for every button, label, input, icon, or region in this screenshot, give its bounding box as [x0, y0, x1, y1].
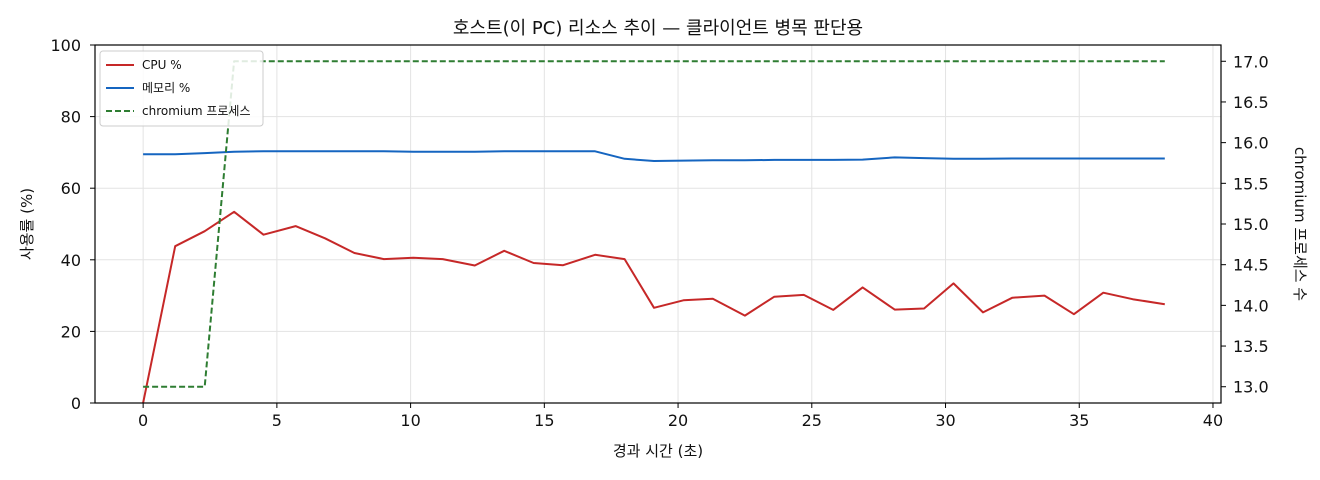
- x-tick-label: 0: [138, 411, 148, 430]
- series-line-chromium: [143, 60, 1165, 388]
- y-tick-label: 0: [71, 394, 81, 413]
- y-right-tick-label: 13.0: [1233, 378, 1269, 397]
- y-tick-label: 60: [61, 179, 81, 198]
- legend-label-memory: 메모리 %: [142, 81, 190, 95]
- series-layer: [142, 60, 1165, 404]
- x-axis-label: 경과 시간 (초): [613, 442, 703, 460]
- y-tick-label: 80: [61, 108, 81, 127]
- y-right-tick-label: 14.0: [1233, 296, 1269, 315]
- x-tick-label: 25: [802, 411, 822, 430]
- y-right-tick-label: 16.5: [1233, 93, 1269, 112]
- x-tick-label: 40: [1203, 411, 1223, 430]
- legend-box: [99, 50, 264, 127]
- y-axis-label: 사용률 (%): [18, 188, 36, 260]
- y-tick-label: 100: [50, 36, 81, 55]
- legend-label-cpu: CPU %: [142, 58, 182, 72]
- y-axis-right: 13.0 13.5 14.0 14.5 15.0 15.5 16.0 16.5 17.0: [1221, 52, 1269, 397]
- y-right-tick-label: 15.5: [1233, 174, 1269, 193]
- y-axis-left: 0 20 40 60 80 100: [50, 36, 95, 413]
- legend: CPU % 메모리 % chromium 프로세스: [99, 50, 264, 127]
- x-tick-label: 35: [1069, 411, 1089, 430]
- y-tick-label: 40: [61, 251, 81, 270]
- chart-title: 호스트(이 PC) 리소스 추이 — 클라이언트 병목 판단용: [453, 18, 863, 39]
- y-tick-label: 20: [61, 322, 81, 341]
- x-tick-label: 15: [534, 411, 554, 430]
- y-right-tick-label: 17.0: [1233, 52, 1269, 71]
- y-right-tick-label: 14.5: [1233, 256, 1269, 275]
- x-tick-label: 30: [935, 411, 955, 430]
- y-axis-right-label: chromium 프로세스 수: [1291, 147, 1309, 301]
- legend-label-chromium: chromium 프로세스: [142, 104, 251, 118]
- x-tick-label: 5: [272, 411, 282, 430]
- x-tick-label: 10: [400, 411, 420, 430]
- x-axis: 0 5 10 15 20 25 30 35 40: [138, 403, 1223, 430]
- series-line-cpu: [142, 210, 1165, 404]
- x-tick-label: 20: [668, 411, 688, 430]
- y-right-tick-label: 16.0: [1233, 134, 1269, 153]
- y-right-tick-label: 15.0: [1233, 215, 1269, 234]
- y-right-tick-label: 13.5: [1233, 337, 1269, 356]
- series-line-memory: [143, 150, 1165, 162]
